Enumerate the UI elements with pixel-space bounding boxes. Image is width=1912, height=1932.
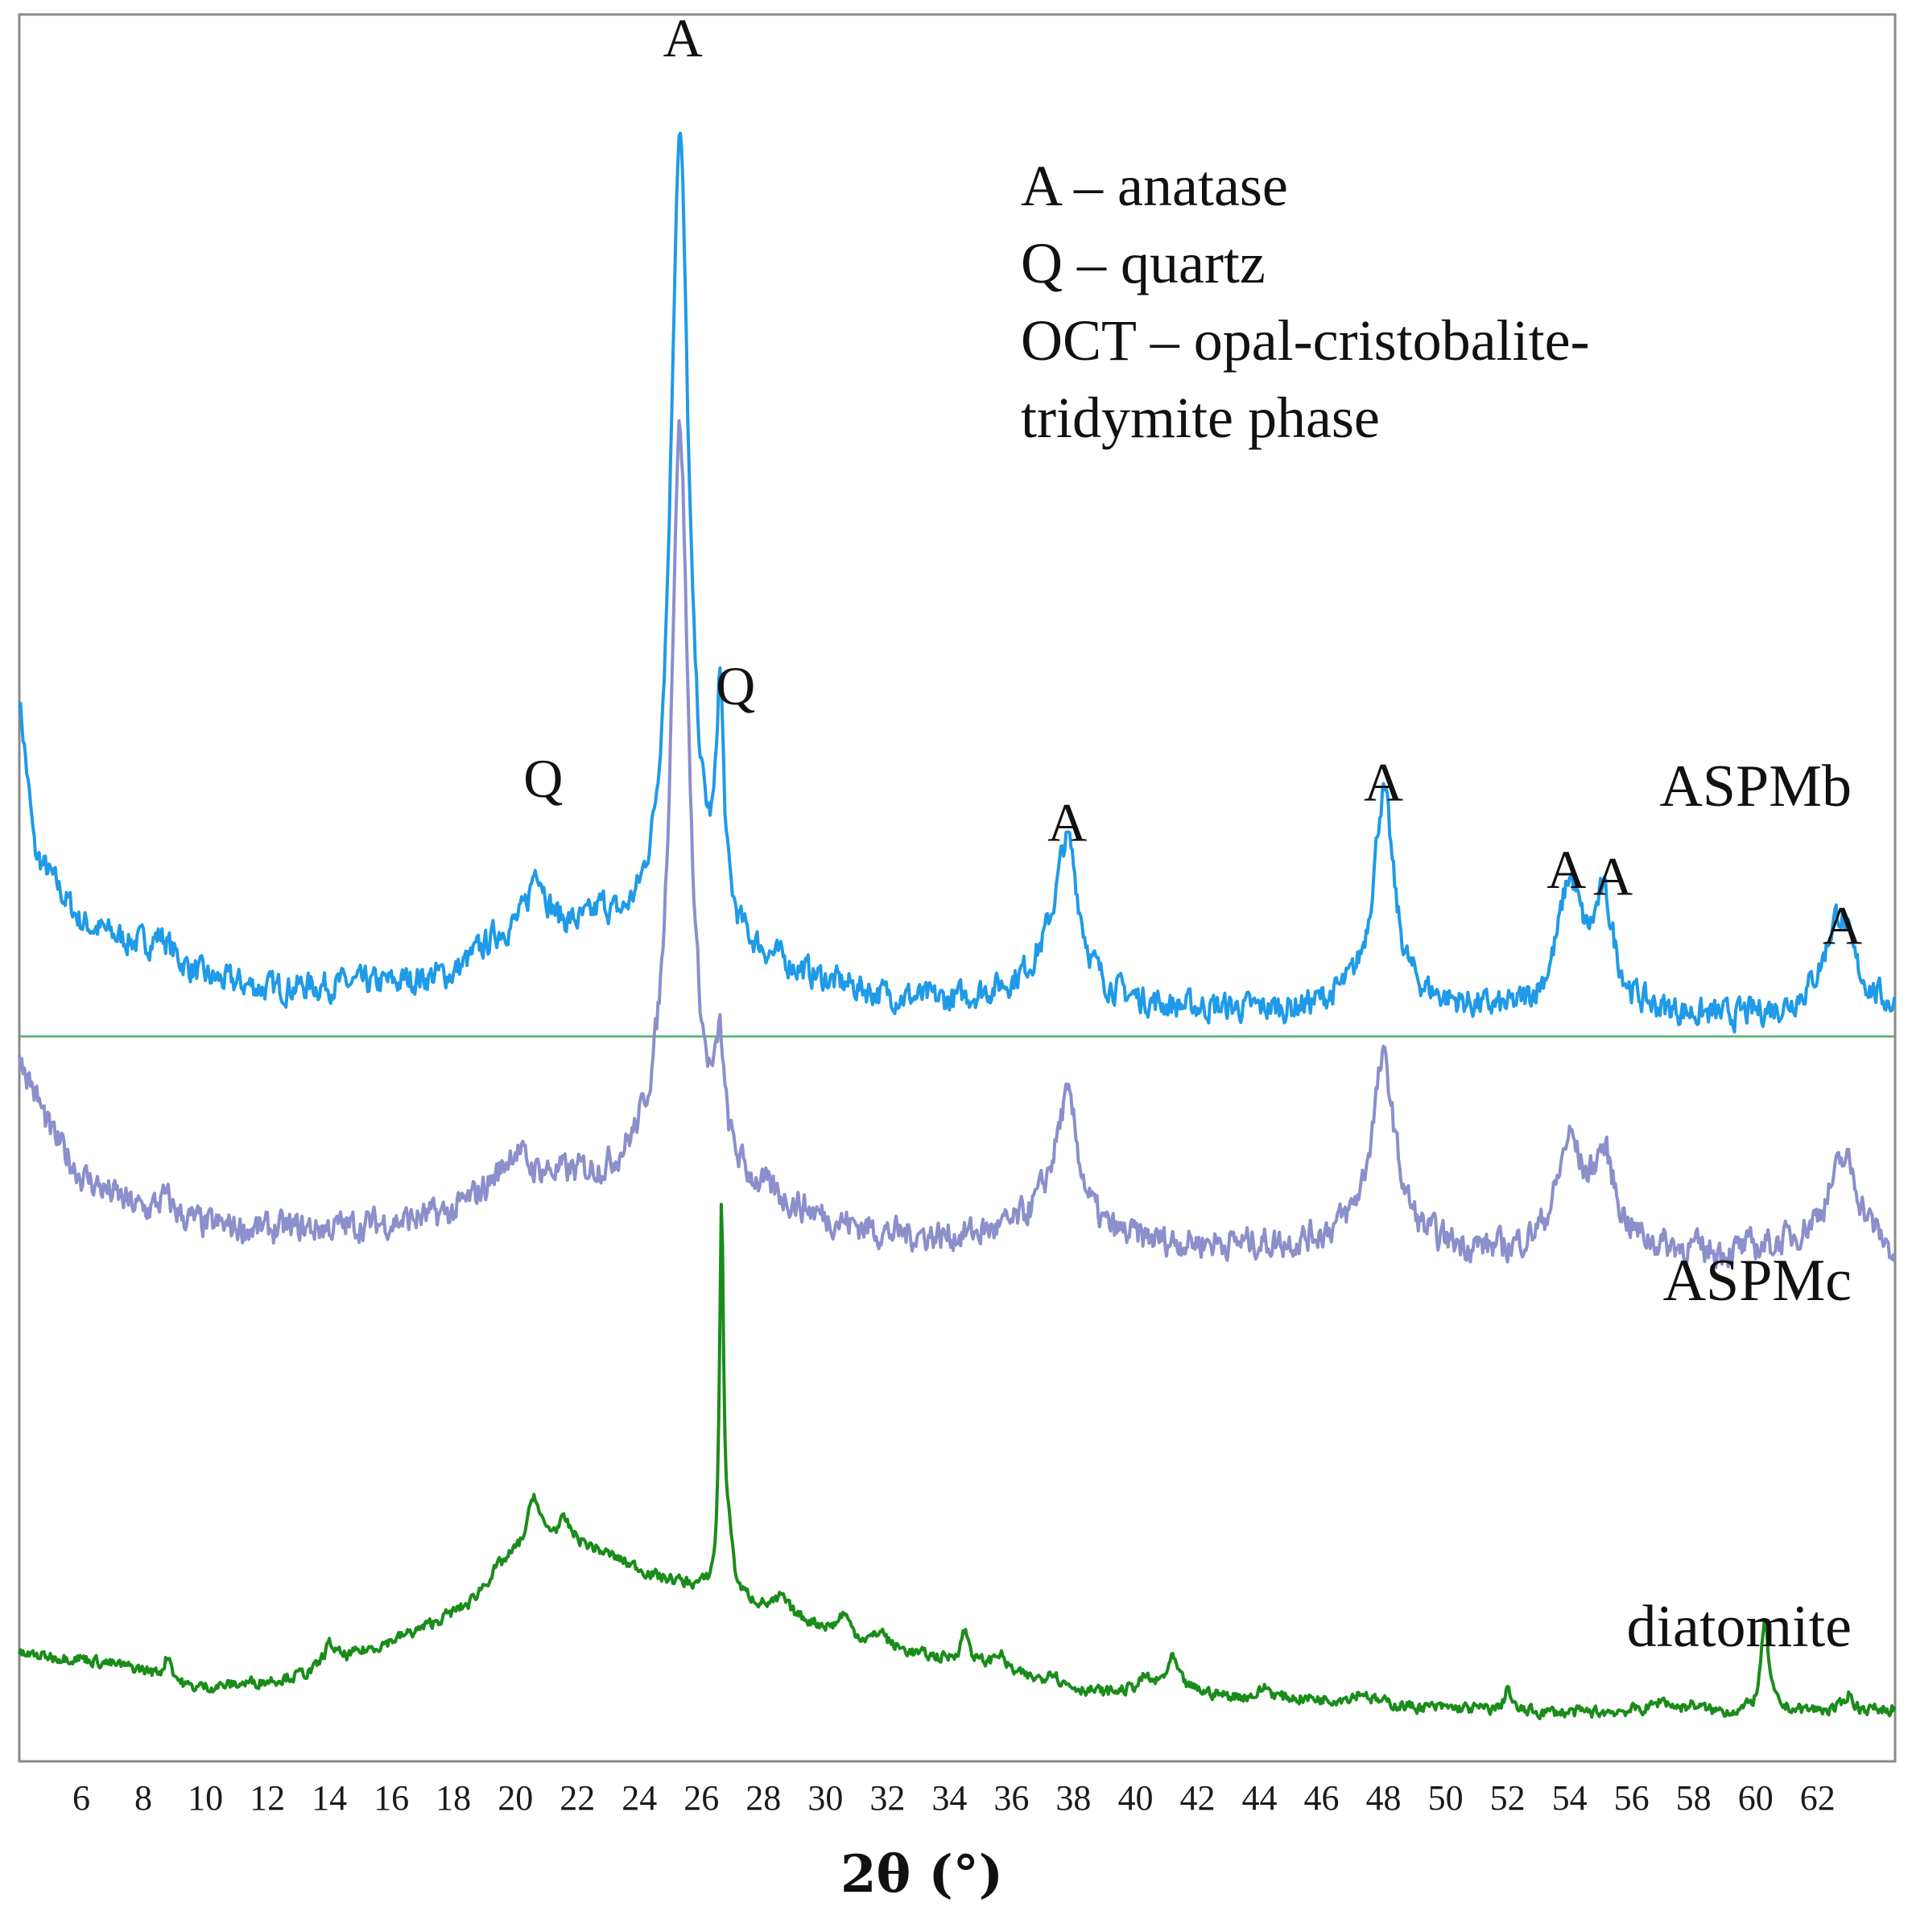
x-tick-label: 22	[560, 1778, 595, 1818]
x-tick-label: 36	[993, 1778, 1029, 1818]
x-tick-label: 14	[312, 1778, 347, 1818]
legend-line: OCT – opal-cristobalite-	[1021, 308, 1590, 373]
phase-legend: A – anatase Q – quartz OCT – opal-cristoba…	[1021, 154, 1590, 450]
series-label-ASPMb: ASPMb	[1659, 753, 1852, 819]
x-tick-label: 48	[1366, 1778, 1402, 1818]
x-tick-label: 52	[1490, 1778, 1526, 1818]
x-tick-label: 32	[869, 1778, 905, 1818]
x-tick-label: 34	[931, 1778, 967, 1818]
series-label-diatomite: diatomite	[1627, 1594, 1852, 1660]
series-line-diatomite	[18, 1203, 1897, 1720]
x-tick-label: 18	[436, 1778, 471, 1818]
peak-label-anatase: A	[1823, 894, 1862, 956]
x-tick-label: 10	[188, 1778, 223, 1818]
peak-label-quartz: Q	[716, 655, 755, 716]
x-tick-label: 58	[1676, 1778, 1712, 1818]
x-tick-label: 60	[1738, 1778, 1774, 1818]
x-tick-label: 50	[1428, 1778, 1464, 1818]
x-tick-label: 28	[745, 1778, 781, 1818]
x-tick-label: 24	[622, 1778, 657, 1818]
plot-area	[18, 13, 1897, 1763]
x-tick-label: 38	[1055, 1778, 1091, 1818]
x-tick-label: 26	[683, 1778, 719, 1818]
x-tick-label: 6	[72, 1778, 90, 1818]
peak-label-anatase: A	[1047, 791, 1087, 852]
x-tick-label: 54	[1552, 1778, 1588, 1818]
x-axis-label: 2θ (°)	[840, 1844, 1003, 1905]
x-tick-label: 12	[250, 1778, 285, 1818]
x-tick-label: 44	[1241, 1778, 1277, 1818]
series-label-ASPMc: ASPMc	[1663, 1248, 1852, 1314]
peak-label-anatase: A	[1364, 752, 1403, 813]
legend-line: A – anatase	[1021, 154, 1288, 218]
series-line-ASPMc	[18, 419, 1897, 1269]
peak-label-quartz: Q	[523, 748, 563, 809]
x-tick-label: 16	[374, 1778, 409, 1818]
x-tick-label: 46	[1304, 1778, 1340, 1818]
legend-line: Q – quartz	[1021, 231, 1266, 295]
x-tick-label: 56	[1614, 1778, 1650, 1818]
x-axis-ticks: 6 8 10 12 14 16 18 20 22 24 26 28 30 32 34 36 38 40 42 44 46…	[72, 1778, 1836, 1818]
x-tick-label: 42	[1179, 1778, 1215, 1818]
x-tick-label: 40	[1117, 1778, 1153, 1818]
x-tick-label: 62	[1800, 1778, 1836, 1818]
legend-line: tridymite phase	[1021, 386, 1380, 450]
x-tick-label: 20	[498, 1778, 533, 1818]
x-tick-label: 30	[807, 1778, 843, 1818]
peak-label-anatase: A	[1547, 839, 1586, 900]
peak-label-anatase: A	[663, 7, 703, 68]
x-tick-label: 8	[134, 1778, 152, 1818]
peak-label-anatase: A	[1593, 846, 1633, 907]
series-labels: ASPMb ASPMc diatomite	[1627, 753, 1852, 1660]
series-line-ASPMb	[18, 131, 1897, 1034]
series-layer	[18, 131, 1897, 1720]
